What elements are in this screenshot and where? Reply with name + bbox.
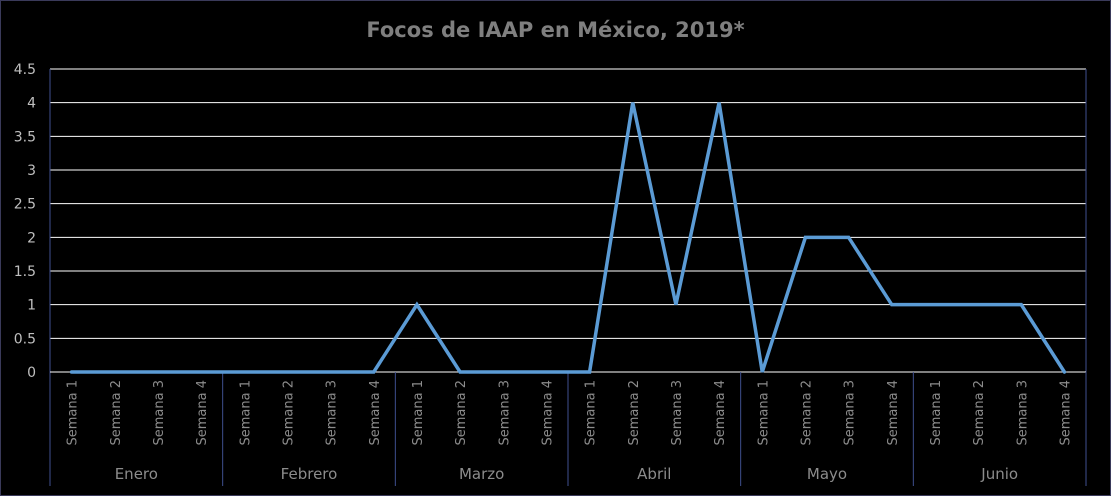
x-tick-label: Semana 2 xyxy=(972,380,987,446)
y-tick-label: 4 xyxy=(27,96,36,112)
x-tick-label: Semana 3 xyxy=(1015,380,1030,446)
x-tick-label: Semana 3 xyxy=(497,380,512,446)
x-group-label: Marzo xyxy=(459,465,504,483)
x-tick-label: Semana 4 xyxy=(1058,380,1073,446)
x-tick-label: Semana 3 xyxy=(670,380,685,446)
series-line xyxy=(69,102,1067,374)
x-tick-label: Semana 3 xyxy=(152,380,167,446)
y-tick-label: 3.5 xyxy=(14,129,36,145)
x-tick-label: Semana 1 xyxy=(411,380,426,446)
chart-title: Focos de IAAP en México, 2019* xyxy=(366,18,745,42)
x-group-label: Abril xyxy=(637,465,671,483)
x-tick-label: Semana 2 xyxy=(799,380,814,446)
x-tick-label: Semana 1 xyxy=(756,380,771,446)
x-tick-label: Semana 3 xyxy=(325,380,340,446)
y-tick-label: 2 xyxy=(27,230,36,246)
x-tick-label: Semana 1 xyxy=(929,380,944,446)
x-tick-label: Semana 1 xyxy=(66,380,81,446)
x-tick-label: Semana 4 xyxy=(713,380,728,446)
y-tick-label: 0 xyxy=(27,365,36,381)
y-tick-label: 4.5 xyxy=(14,62,36,78)
x-group-label: Febrero xyxy=(281,465,338,483)
y-tick-label: 3 xyxy=(27,163,36,179)
x-tick-label: Semana 4 xyxy=(540,380,555,446)
x-tick-label: Semana 1 xyxy=(584,380,599,446)
x-group-label: Enero xyxy=(115,465,158,483)
x-tick-label: Semana 4 xyxy=(368,380,383,446)
x-tick-label: Semana 4 xyxy=(886,380,901,446)
x-tick-label: Semana 4 xyxy=(195,380,210,446)
x-group-label: Junio xyxy=(980,465,1018,483)
x-group-label: Mayo xyxy=(807,465,847,483)
y-tick-label: 2.5 xyxy=(14,197,36,213)
y-tick-label: 1 xyxy=(27,298,36,314)
y-tick-label: 1.5 xyxy=(14,264,36,280)
x-tick-label: Semana 2 xyxy=(454,380,469,446)
x-tick-label: Semana 2 xyxy=(109,380,124,446)
x-tick-label: Semana 2 xyxy=(627,380,642,446)
x-tick-label: Semana 1 xyxy=(238,380,253,446)
x-tick-label: Semana 3 xyxy=(843,380,858,446)
y-tick-label: 0.5 xyxy=(14,331,36,347)
x-tick-label: Semana 2 xyxy=(281,380,296,446)
